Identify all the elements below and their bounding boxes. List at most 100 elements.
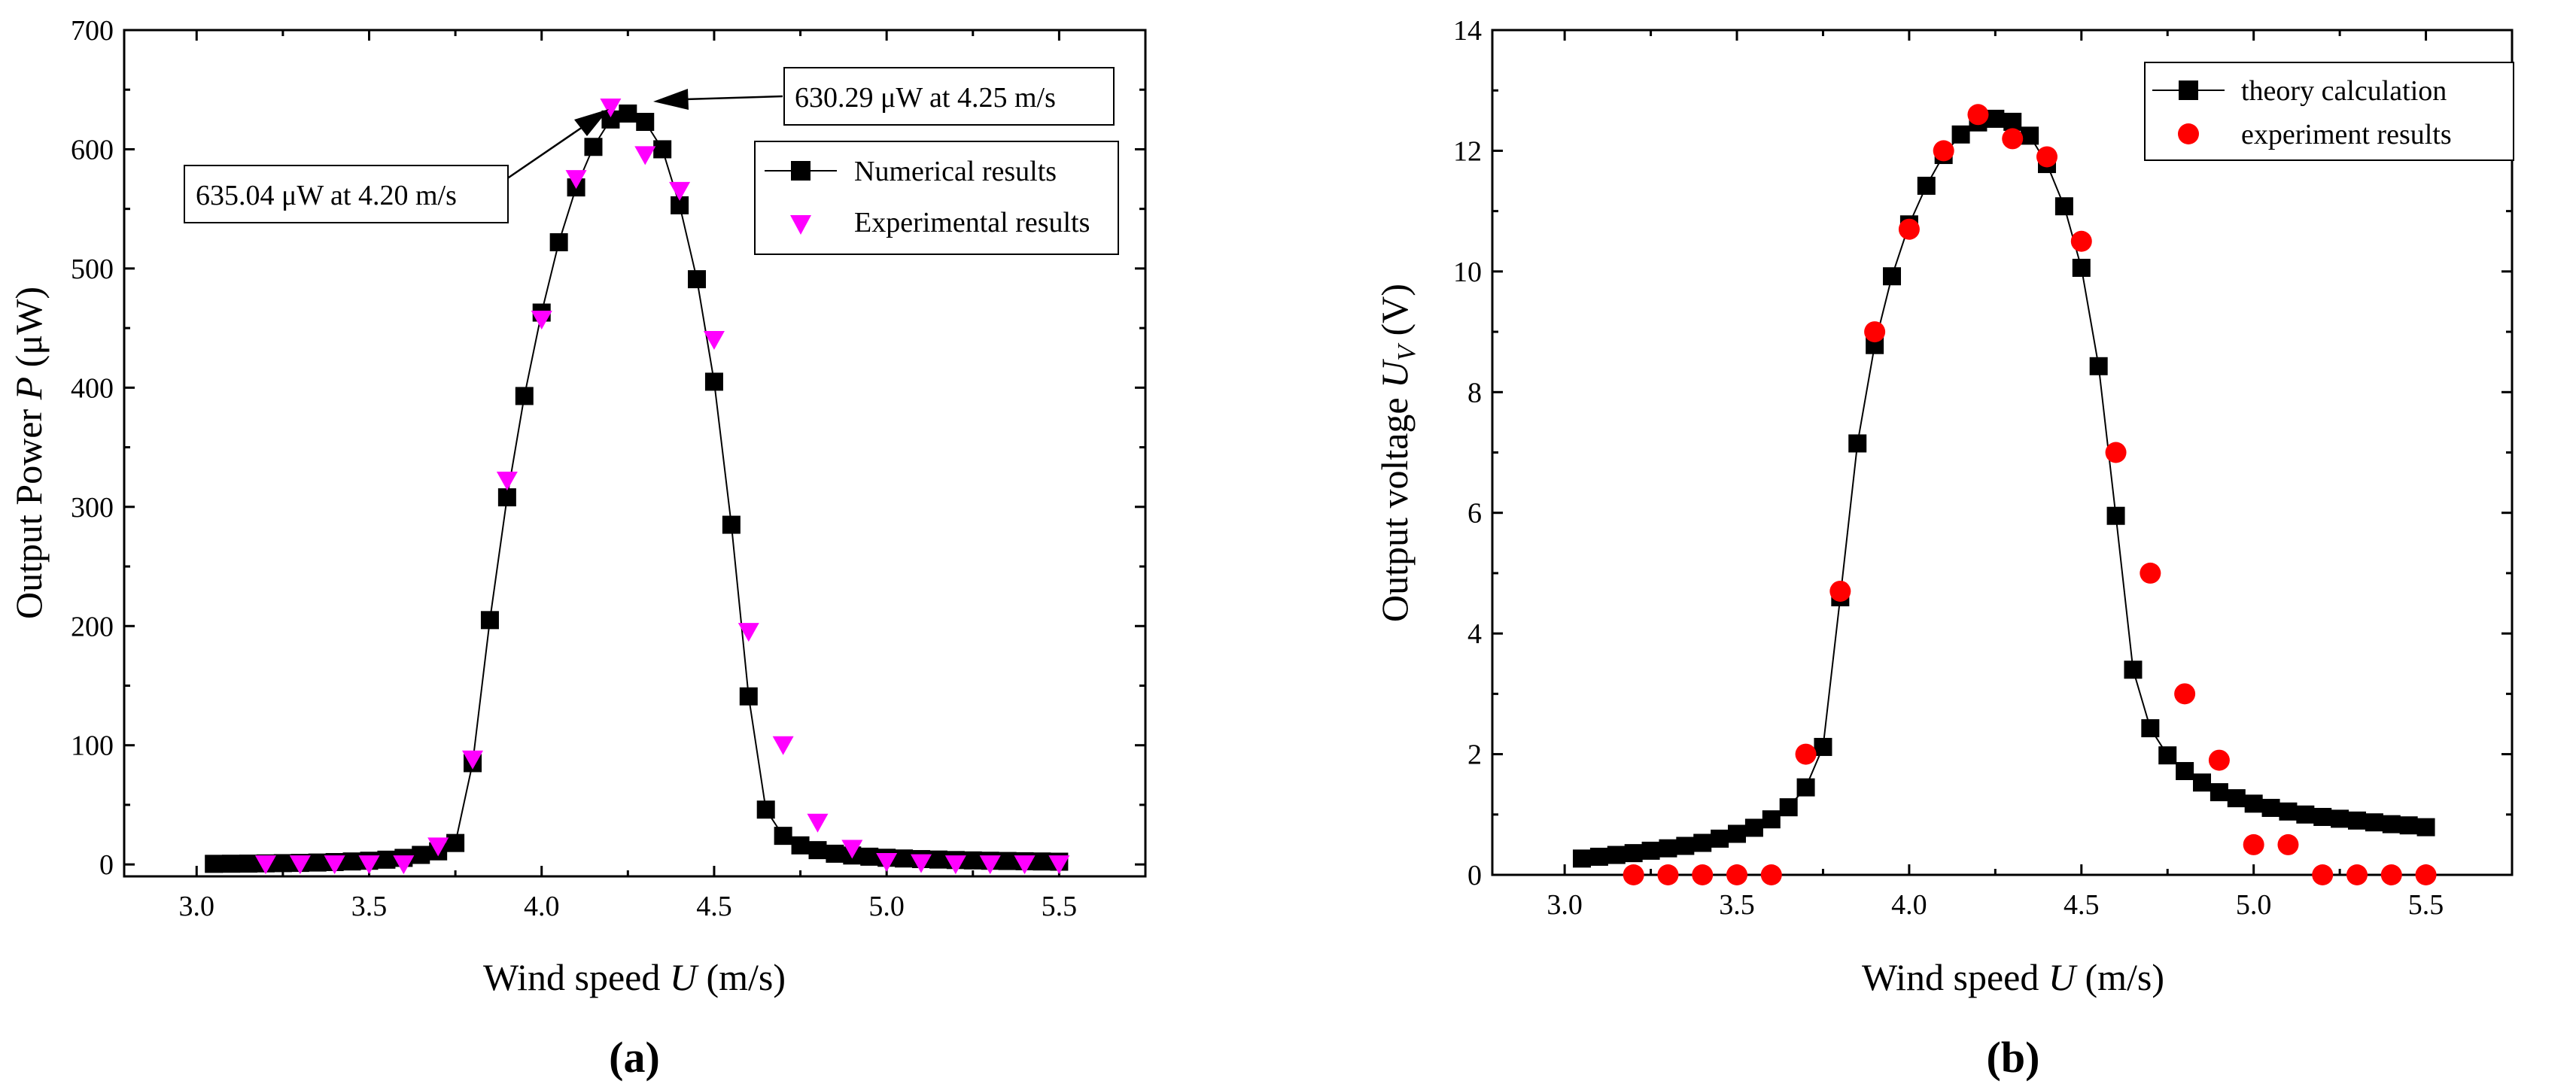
data-point-theory-calculation [1986, 109, 2005, 128]
data-point-experiment-results [1760, 864, 1782, 885]
data-point-theory-calculation [2244, 794, 2263, 813]
chart-a-xtick-label: 5.5 [1042, 891, 1078, 922]
chart-b-ytick-label: 10 [1453, 257, 1482, 288]
data-point-theory-calculation [1659, 839, 1677, 858]
data-point-experiment-results [2174, 683, 2196, 705]
data-point-theory-calculation [2382, 815, 2401, 833]
data-point-numerical-results [998, 852, 1017, 870]
data-point-theory-calculation [1796, 778, 1815, 797]
data-point-numerical-results [1033, 852, 1051, 871]
data-point-theory-calculation [1693, 833, 1712, 852]
data-point-experiment-results [1726, 864, 1748, 885]
annotation-peak-numerical: 630.29 μW at 4.25 m/s [795, 82, 1056, 114]
chart-b-xtick-label: 3.0 [1547, 889, 1583, 921]
data-point-numerical-results [688, 270, 707, 289]
chart-a-ytick-label: 700 [71, 15, 114, 47]
chart-a-xtick-label: 4.0 [524, 891, 560, 922]
data-point-theory-calculation [2089, 357, 2108, 375]
legend-a-marker-numerical [791, 161, 811, 181]
data-point-experiment-results [2070, 230, 2092, 252]
data-point-theory-calculation [1762, 810, 1781, 829]
data-point-numerical-results [774, 827, 792, 846]
chart-a-xtick-label: 3.5 [351, 891, 388, 922]
data-point-numerical-results [273, 854, 292, 873]
data-point-theory-calculation [1676, 836, 1695, 855]
data-point-experiment-results [2140, 562, 2161, 584]
data-point-theory-calculation [2021, 126, 2039, 145]
data-point-experimental-results [600, 98, 622, 117]
data-point-theory-calculation [2124, 660, 2143, 679]
series-line-theory-calculation [1581, 117, 2426, 860]
data-point-numerical-results [480, 611, 499, 630]
data-point-experimental-results [669, 181, 691, 201]
data-point-theory-calculation [1814, 737, 1832, 756]
data-point-experiment-results [1967, 104, 1989, 126]
data-point-experiment-results [2380, 864, 2402, 885]
legend-a-marker-experimental [790, 215, 811, 235]
data-point-theory-calculation [1744, 818, 1763, 837]
data-point-theory-calculation [1848, 434, 1867, 453]
data-point-experiment-results [2208, 749, 2230, 771]
chart-b-ytick-label: 0 [1467, 860, 1482, 891]
data-point-theory-calculation [1951, 125, 1970, 144]
data-point-experimental-results [1048, 855, 1070, 875]
chart-b-xtick-label: 3.5 [1719, 889, 1755, 921]
chart-a-ytick-label: 300 [71, 492, 114, 524]
data-point-theory-calculation [2399, 816, 2418, 835]
chart-a-xtick-label: 5.0 [868, 891, 905, 922]
data-point-numerical-results [808, 841, 827, 860]
data-point-theory-calculation [1573, 849, 1592, 868]
data-point-experimental-results [634, 146, 656, 165]
data-point-theory-calculation [1607, 846, 1626, 864]
data-point-numerical-results [412, 846, 430, 864]
chart-a-ytick-label: 400 [71, 372, 114, 404]
data-point-experiment-results [1657, 864, 1679, 885]
data-point-theory-calculation [1883, 267, 1902, 286]
data-point-experiment-results [1898, 218, 1920, 240]
data-point-numerical-results [205, 855, 224, 873]
chart-b-xtick-label: 5.0 [2236, 889, 2272, 921]
chart-b-xtick-label: 5.5 [2408, 889, 2444, 921]
data-point-numerical-results [497, 488, 516, 507]
data-point-numerical-results [636, 113, 655, 132]
data-point-experimental-results [911, 854, 932, 873]
chart-b-ylabel: Output voltage UV (V) [1373, 284, 1421, 622]
data-point-theory-calculation [2054, 197, 2073, 216]
data-point-numerical-results [515, 387, 534, 405]
data-point-numerical-results [756, 800, 775, 819]
data-point-experiment-results [1623, 864, 1644, 885]
data-point-numerical-results [584, 138, 603, 156]
chart-a-plot-frame [123, 29, 1147, 878]
panel-label-a: (a) [609, 1033, 660, 1082]
chart-a-ytick-label: 100 [71, 730, 114, 762]
data-point-theory-calculation [2416, 818, 2435, 836]
data-point-numerical-results [549, 233, 568, 252]
data-point-experiment-results [2346, 864, 2368, 885]
data-point-theory-calculation [2176, 762, 2194, 781]
data-point-numerical-results [895, 849, 914, 868]
chart-a-annotations: 635.04 μW at 4.20 m/s 630.29 μW at 4.25 … [184, 67, 1115, 223]
annotation-peak-experimental: 635.04 μW at 4.20 m/s [196, 180, 457, 211]
data-point-numerical-results [704, 372, 723, 391]
data-point-experiment-results [1692, 864, 1714, 885]
data-point-theory-calculation [1779, 798, 1798, 817]
data-point-numerical-results [826, 844, 844, 863]
data-point-experimental-results [565, 170, 587, 190]
chart-b-ytick-label: 6 [1467, 498, 1482, 530]
legend-b-label-theory: theory calculation [2241, 75, 2447, 107]
data-point-theory-calculation [2348, 811, 2367, 830]
data-point-theory-calculation [1728, 824, 1747, 843]
chart-a: 3.0 3.5 4.0 4.5 5.0 5.5 0 100 200 300 400 500 600 70… [8, 15, 1147, 1082]
data-point-experimental-results [738, 623, 759, 642]
legend-a-label-numerical: Numerical results [854, 156, 1057, 187]
chart-b-ytick-label: 12 [1453, 135, 1482, 167]
data-point-experiment-results [1933, 140, 1954, 162]
data-point-experimental-results [462, 750, 484, 770]
data-point-experimental-results [1014, 855, 1036, 875]
data-point-theory-calculation [2313, 807, 2332, 826]
chart-b: 3.0 3.5 4.0 4.5 5.0 5.5 0 2 4 6 8 10 12 14 theory ca… [1373, 15, 2514, 1082]
chart-b-ytick-label: 8 [1467, 377, 1482, 408]
chart-a-ylabel: Output Power P (μW) [8, 287, 50, 619]
data-point-experimental-results [944, 855, 966, 875]
